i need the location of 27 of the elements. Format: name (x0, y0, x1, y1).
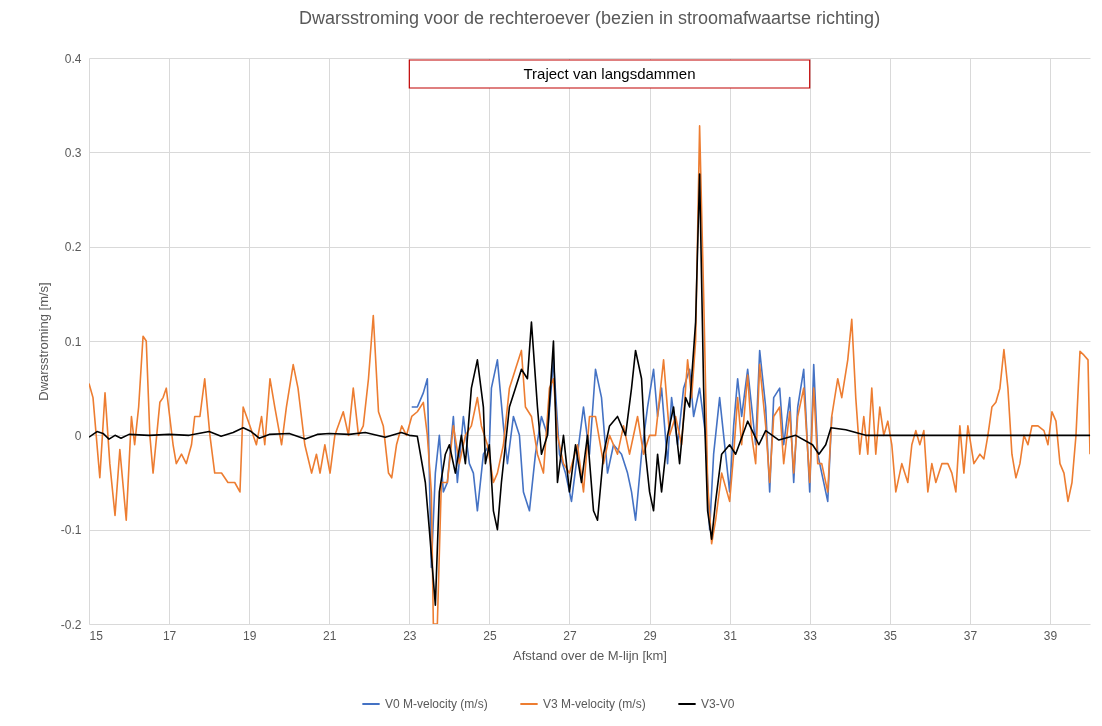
x-tick-label: 17 (162, 628, 177, 643)
y-axis-title: Dwarsstroming [m/s] (35, 282, 51, 401)
legend-label: V3-V0 (701, 697, 735, 711)
x-tick-label: 15 (89, 628, 104, 643)
y-tick-label: 0.3 (64, 145, 82, 160)
y-tick-label: 0.4 (64, 51, 82, 66)
x-tick-label: 37 (963, 628, 978, 643)
y-tick-label: 0.2 (64, 240, 82, 255)
x-tick-label: 39 (1043, 628, 1058, 643)
x-tick-label: 35 (883, 628, 898, 643)
x-tick-label: 21 (323, 628, 337, 643)
y-tick-label: -0.2 (60, 617, 82, 632)
y-tick-label: -0.1 (60, 523, 82, 538)
y-tick-label: 0.1 (64, 334, 82, 349)
x-tick-label: 31 (723, 628, 738, 643)
x-tick-label: 25 (483, 628, 497, 643)
x-tick-label: 27 (563, 628, 577, 643)
x-axis-title: Afstand over de M-lijn [km] (513, 647, 667, 663)
x-tick-label: 33 (803, 628, 818, 643)
chart-title: Dwarsstroming voor de rechteroever (bezien in stroomafwaartse richting) (298, 8, 881, 28)
band-label: Traject van langsdammen (523, 65, 696, 82)
legend-label: V3 M-velocity (m/s) (543, 697, 646, 711)
x-tick-label: 23 (403, 628, 417, 643)
legend-label: V0 M-velocity (m/s) (385, 697, 488, 711)
y-tick-label: 0 (74, 428, 82, 443)
x-tick-label: 29 (643, 628, 658, 643)
x-tick-label: 19 (242, 628, 257, 643)
